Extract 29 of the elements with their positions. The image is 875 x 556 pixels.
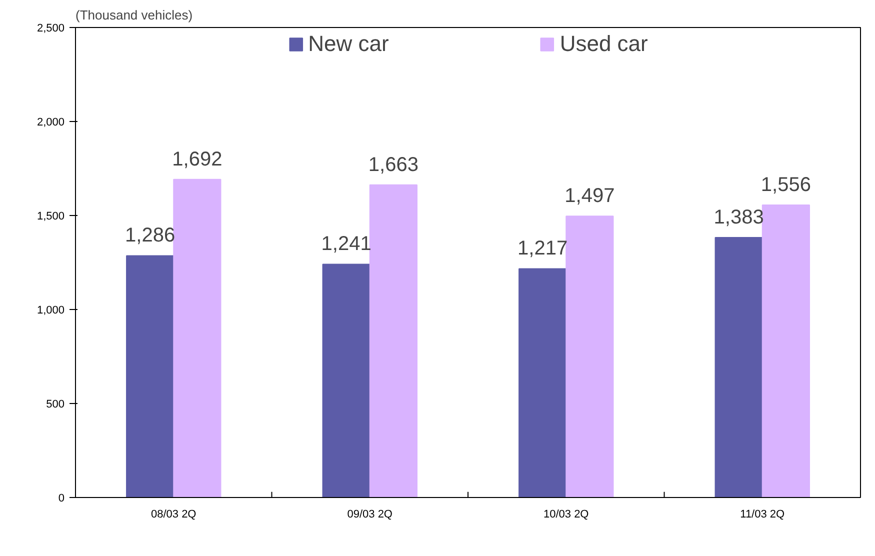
y-tick-label: 1,500 xyxy=(36,210,65,222)
data-label: 1,286 xyxy=(125,224,176,247)
bar xyxy=(762,204,810,498)
data-label: 1,217 xyxy=(518,238,568,260)
data-label: 1,241 xyxy=(321,233,372,256)
data-label: 1,383 xyxy=(714,206,764,228)
bar xyxy=(566,216,614,498)
y-tick-label: 2,000 xyxy=(36,116,65,128)
x-tick-label: 10/03 2Q xyxy=(543,508,590,520)
bar xyxy=(714,236,763,498)
x-tick-label: 11/03 2Q xyxy=(740,508,786,520)
y-tick-label: 1,000 xyxy=(36,304,65,316)
legend-label: New car xyxy=(308,31,389,57)
bar xyxy=(518,268,567,498)
data-label: 1,692 xyxy=(172,148,222,170)
data-label: 1,663 xyxy=(368,154,418,176)
bar xyxy=(369,184,418,498)
data-label: 1,497 xyxy=(564,185,615,208)
y-axis-title: (Thousand vehicles) xyxy=(76,8,193,22)
bar xyxy=(173,178,222,498)
y-tick-label: 2,500 xyxy=(36,22,65,34)
x-tick-label: 09/03 2Q xyxy=(347,508,393,520)
data-label: 1,556 xyxy=(760,174,811,196)
bar xyxy=(322,264,370,498)
legend-label: Used car xyxy=(560,31,648,57)
bar xyxy=(126,255,174,498)
y-tick-label: 500 xyxy=(46,398,65,410)
y-tick-label: 0 xyxy=(58,492,65,504)
x-tick-label: 08/03 2Q xyxy=(150,508,197,520)
